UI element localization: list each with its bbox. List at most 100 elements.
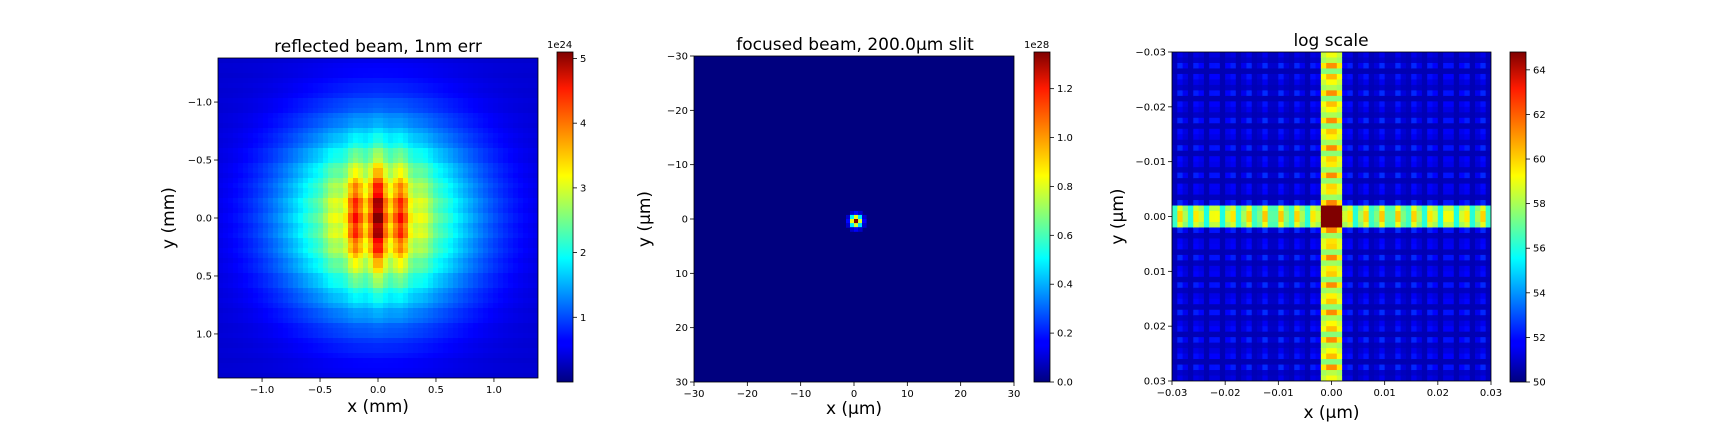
heatmap-cell xyxy=(418,278,424,284)
heatmap-cell xyxy=(503,328,509,334)
heatmap-cell xyxy=(1209,68,1216,75)
heatmap-cell xyxy=(253,248,259,254)
heatmap-cell xyxy=(253,358,259,364)
heatmap-cell xyxy=(468,243,474,249)
heatmap-cell xyxy=(463,103,469,109)
heatmap-cell xyxy=(438,288,444,294)
heatmap-cell xyxy=(493,348,499,354)
heatmap-cell xyxy=(253,303,259,309)
heatmap-cell xyxy=(363,353,369,359)
heatmap-cell xyxy=(433,183,439,189)
heatmap-cell xyxy=(1230,123,1237,130)
heatmap-cell xyxy=(523,103,529,109)
heatmap-cell xyxy=(323,93,329,99)
heatmap-cell xyxy=(413,73,419,79)
heatmap-cell xyxy=(433,328,439,334)
heatmap-cell xyxy=(378,243,384,249)
heatmap-cell xyxy=(293,223,299,229)
heatmap-cell xyxy=(1230,260,1237,267)
heatmap-cell xyxy=(238,363,244,369)
heatmap-cell xyxy=(1172,145,1178,152)
heatmap-cell xyxy=(428,88,434,94)
heatmap-cell xyxy=(323,113,329,119)
heatmap-cell xyxy=(418,58,424,64)
heatmap-cell xyxy=(393,348,399,354)
heatmap-cell xyxy=(373,128,379,134)
heatmap-cell xyxy=(283,173,289,179)
heatmap-cell xyxy=(488,93,494,99)
heatmap-cell xyxy=(463,188,469,194)
heatmap-cell xyxy=(443,303,449,309)
heatmap-cell xyxy=(268,273,274,279)
heatmap-cell xyxy=(278,193,284,199)
heatmap-cell xyxy=(1187,189,1194,196)
heatmap-cell xyxy=(263,288,269,294)
heatmap-cell xyxy=(533,198,538,204)
heatmap-cell xyxy=(263,173,269,179)
heatmap-cell xyxy=(438,258,444,264)
heatmap-cell xyxy=(413,133,419,139)
heatmap-cell xyxy=(1225,112,1232,119)
heatmap-cell xyxy=(298,278,304,284)
heatmap-cell xyxy=(413,158,419,164)
heatmap-cell xyxy=(248,263,254,269)
heatmap-cell xyxy=(368,298,374,304)
heatmap-cell xyxy=(403,83,409,89)
heatmap-cell xyxy=(278,203,284,209)
heatmap-cell xyxy=(343,248,349,254)
heatmap-cell xyxy=(303,118,309,124)
heatmap-cell xyxy=(293,153,299,159)
heatmap-cell xyxy=(313,183,319,189)
heatmap-cell xyxy=(1214,370,1221,377)
heatmap-cell xyxy=(473,318,479,324)
heatmap-cell xyxy=(223,203,229,209)
heatmap-cell xyxy=(458,303,464,309)
heatmap-cell xyxy=(418,193,424,199)
heatmap-cell xyxy=(288,273,294,279)
heatmap-cell xyxy=(1177,183,1184,190)
heatmap-cell xyxy=(1172,167,1178,174)
heatmap-cell xyxy=(453,58,459,64)
heatmap-cell xyxy=(233,73,239,79)
heatmap-cell xyxy=(1193,331,1200,338)
heatmap-cell xyxy=(443,188,449,194)
heatmap-cell xyxy=(453,178,459,184)
heatmap-cell xyxy=(418,148,424,154)
heatmap-cell xyxy=(1203,205,1210,212)
heatmap-cell xyxy=(478,193,484,199)
heatmap-cell xyxy=(268,313,274,319)
heatmap-cell xyxy=(488,193,494,199)
heatmap-cell xyxy=(1214,52,1221,59)
heatmap-cell xyxy=(513,113,519,119)
heatmap-cell xyxy=(1209,271,1216,278)
heatmap-cell xyxy=(523,208,529,214)
heatmap-cell xyxy=(438,133,444,139)
heatmap-cell xyxy=(483,368,489,374)
heatmap-cell xyxy=(1193,282,1200,289)
heatmap-cell xyxy=(523,303,529,309)
heatmap-cell xyxy=(333,58,339,64)
heatmap-cell xyxy=(438,88,444,94)
heatmap-cell xyxy=(523,238,529,244)
heatmap-cell xyxy=(378,148,384,154)
heatmap-cell xyxy=(473,253,479,259)
heatmap-cell xyxy=(218,233,224,239)
heatmap-cell xyxy=(333,68,339,74)
heatmap-cell xyxy=(478,358,484,364)
heatmap-cell xyxy=(383,338,389,344)
heatmap-cell xyxy=(533,153,538,159)
heatmap-cell xyxy=(428,173,434,179)
heatmap-cell xyxy=(458,313,464,319)
heatmap-cell xyxy=(408,268,414,274)
heatmap-cell xyxy=(508,228,514,234)
heatmap-cell xyxy=(343,338,349,344)
heatmap-cell xyxy=(1235,227,1242,234)
heatmap-cell xyxy=(313,188,319,194)
heatmap-cell xyxy=(528,333,534,339)
heatmap-cell xyxy=(528,268,534,274)
y-tick-label: −0.5 xyxy=(188,156,212,167)
heatmap-cell xyxy=(478,313,484,319)
heatmap-cell xyxy=(1182,106,1189,113)
heatmap-cell xyxy=(468,293,474,299)
heatmap-cell xyxy=(298,333,304,339)
